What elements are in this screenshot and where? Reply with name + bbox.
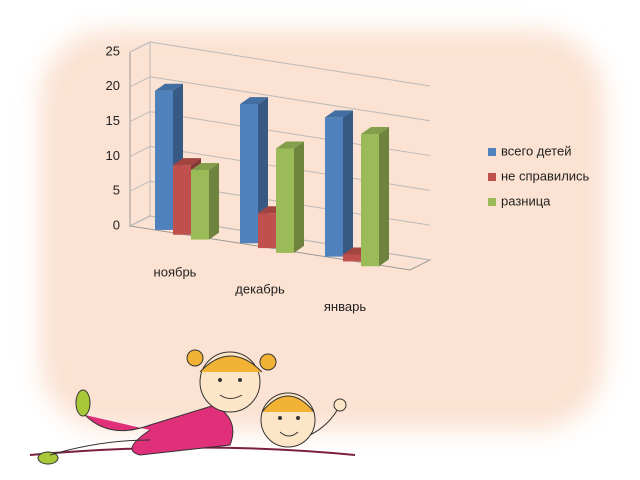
bar-top	[325, 110, 353, 118]
x-tick-label: январь	[324, 299, 366, 314]
bar-front	[240, 104, 258, 244]
bar-side	[343, 110, 353, 257]
bar-front	[361, 134, 379, 267]
bar-front	[343, 254, 361, 262]
legend-label: не справились	[501, 168, 590, 183]
grid-line-side	[129, 180, 151, 192]
bar	[325, 110, 353, 257]
grid-line	[149, 41, 431, 87]
legend-swatch	[488, 173, 496, 181]
bar-front	[258, 213, 276, 249]
grid-line-side	[129, 145, 151, 157]
bar-front	[325, 117, 343, 257]
bar	[361, 127, 389, 267]
bar-top	[361, 127, 389, 135]
legend-swatch	[488, 148, 496, 156]
grid-line-side	[129, 41, 151, 53]
kids-illustration	[29, 349, 356, 465]
bar-top	[173, 158, 201, 166]
x-tick-label: декабрь	[235, 282, 285, 297]
bar-front	[173, 165, 191, 235]
y-tick-label: 0	[113, 217, 120, 232]
y-tick-label: 5	[113, 183, 120, 198]
grid-line-side	[129, 111, 151, 123]
bar-side	[294, 141, 304, 253]
bar-top	[276, 141, 304, 149]
grid-line	[149, 76, 431, 122]
legend-label: всего детей	[501, 143, 571, 158]
bar-front	[191, 169, 209, 240]
bar-side	[258, 97, 268, 244]
legend-label: разница	[501, 193, 551, 208]
x-tick-label: ноябрь	[154, 264, 197, 279]
bar-side	[379, 127, 389, 267]
bar	[276, 141, 304, 253]
bar-front	[155, 90, 173, 230]
bar-front	[276, 148, 294, 253]
y-tick-label: 15	[106, 113, 120, 128]
grid-line-side	[129, 76, 151, 88]
bar-top	[240, 97, 268, 105]
bar-top	[155, 83, 183, 91]
background-panel	[40, 30, 605, 430]
bar-side	[209, 162, 219, 240]
bar-top	[191, 162, 219, 170]
bar	[191, 162, 219, 240]
legend-swatch	[488, 198, 496, 206]
y-tick-label: 25	[106, 43, 120, 58]
y-tick-label: 20	[106, 78, 120, 93]
grid-line-side	[129, 215, 151, 227]
y-tick-label: 10	[106, 148, 120, 163]
bar	[240, 97, 268, 244]
